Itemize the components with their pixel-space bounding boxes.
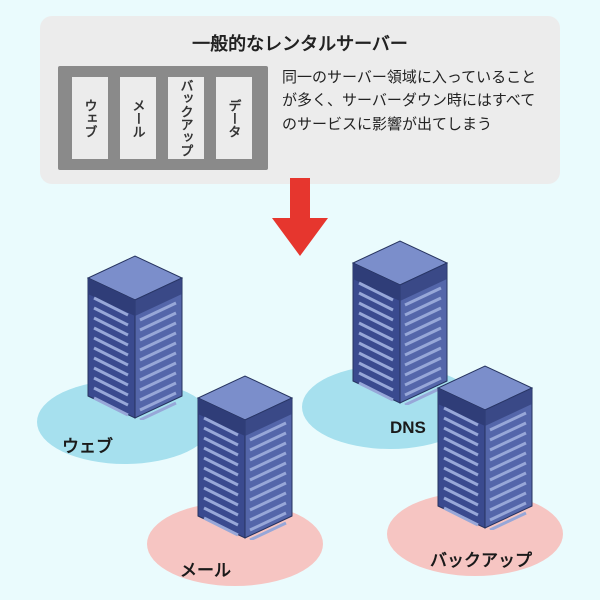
mini-server-slot: データ [216, 77, 252, 159]
mini-server-graphic: ウェブメールバックアップデータ [58, 66, 268, 170]
top-panel: 一般的なレンタルサーバー ウェブメールバックアップデータ 同一のサーバー領域に入… [40, 16, 560, 184]
mini-server-slot: ウェブ [72, 77, 108, 159]
top-panel-title: 一般的なレンタルサーバー [58, 30, 542, 56]
top-panel-description: 同一のサーバー領域に入っていることが多く、サーバーダウン時にはすべてのサービスに… [282, 66, 542, 170]
server-rack-icon [80, 250, 190, 425]
mini-server-slot: メール [120, 77, 156, 159]
server-label: バックアップ [430, 546, 532, 571]
server-label: DNS [390, 418, 426, 438]
server-rack-icon [190, 370, 300, 545]
top-panel-row: ウェブメールバックアップデータ 同一のサーバー領域に入っていることが多く、サーバ… [58, 66, 542, 170]
server-label: メール [180, 556, 231, 581]
server-label: ウェブ [62, 432, 113, 457]
down-arrow-icon [270, 178, 330, 258]
mini-server-slot: バックアップ [168, 77, 204, 159]
server-rack-icon [430, 360, 540, 535]
